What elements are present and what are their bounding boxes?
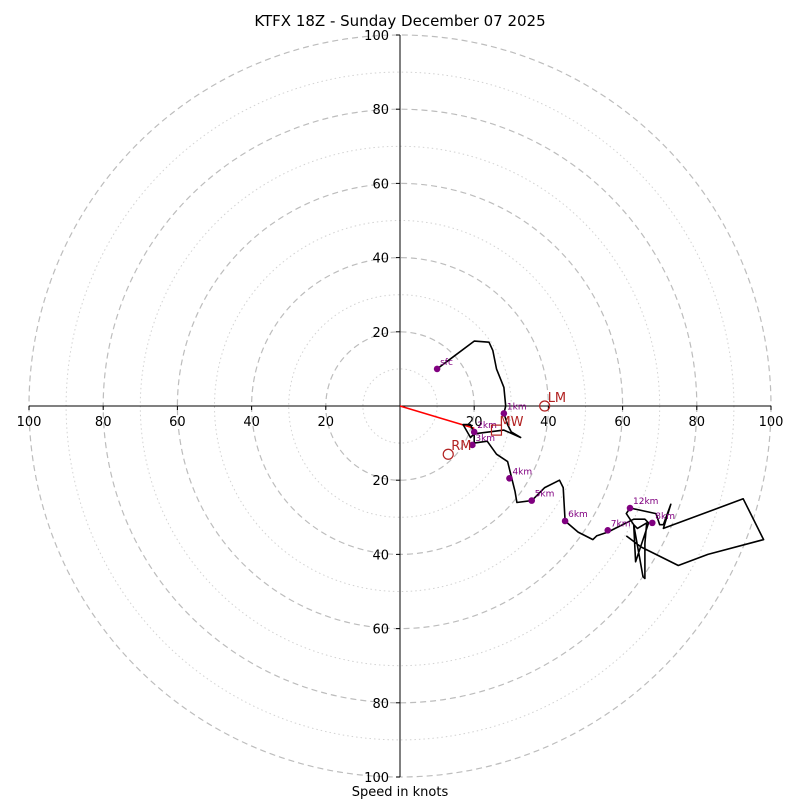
height-marker-7km	[604, 526, 612, 534]
x-tick-label: 20	[318, 415, 335, 430]
height-marker-4km	[506, 475, 513, 482]
x-tick-label: 80	[95, 415, 112, 430]
tick-labels: 100 80 60 40 20 20 40 60 80 100100806040202040608…	[17, 29, 784, 786]
storm-motion-markers: LM MW RM	[442, 391, 566, 460]
height-label-6km: 6km	[568, 510, 588, 520]
x-tick-label: 40	[540, 415, 557, 430]
x-tick-label: 80	[689, 415, 706, 430]
y-tick-label: 100	[364, 771, 389, 786]
height-marker-1km	[500, 410, 508, 417]
mean-wind-marker	[490, 424, 503, 436]
x-axis-label: Speed in knots	[352, 785, 449, 800]
x-tick-label: 100	[17, 415, 42, 430]
height-label-3km: 3km	[475, 434, 495, 444]
hodograph-series	[399, 340, 765, 580]
storm-motion-marker-lm	[539, 400, 551, 412]
height-label-sfc: sfc	[440, 358, 453, 368]
height-markers: sfc 1km 2km 3km 4km 5km 6km 7km 8km 12km	[433, 358, 675, 534]
y-tick-label: 80	[372, 103, 389, 118]
height-marker-12km	[626, 504, 634, 512]
height-label-8km: 8km	[655, 512, 675, 522]
height-label-4km: 4km	[512, 467, 532, 477]
height-marker-5km	[528, 497, 536, 504]
y-tick-label: 60	[372, 623, 389, 638]
height-marker-8km	[648, 519, 656, 527]
x-tick-label: 100	[759, 415, 784, 430]
height-label-12km: 12km	[633, 497, 658, 507]
hodograph-trace-line	[436, 340, 765, 580]
y-tick-label: 100	[364, 29, 389, 44]
height-marker-6km	[561, 517, 569, 525]
height-marker-3km	[469, 441, 476, 449]
storm-motion-marker-rm	[442, 448, 454, 460]
y-tick-label: 40	[372, 548, 389, 563]
y-tick-label: 20	[372, 474, 389, 489]
height-marker-2km	[470, 428, 478, 436]
motion-label-mw: MW	[499, 415, 523, 430]
motion-label-lm: LM	[548, 391, 566, 406]
motion-label-rm: RM	[451, 439, 471, 454]
y-tick-label: 60	[372, 177, 389, 192]
height-label-7km: 7km	[611, 519, 631, 529]
x-tick-label: 40	[243, 415, 260, 430]
y-tick-label: 20	[372, 326, 389, 341]
height-marker-sfc	[433, 365, 441, 373]
x-tick-label: 60	[169, 415, 186, 430]
y-tick-label: 40	[372, 252, 389, 267]
height-label-1km: 1km	[507, 402, 527, 412]
height-label-5km: 5km	[535, 490, 555, 500]
y-tick-label: 80	[372, 697, 389, 712]
chart-title: KTFX 18Z - Sunday December 07 2025	[254, 12, 545, 30]
shear-vector-line	[399, 405, 475, 430]
height-label-2km: 2km	[477, 421, 497, 431]
x-tick-label: 60	[614, 415, 631, 430]
